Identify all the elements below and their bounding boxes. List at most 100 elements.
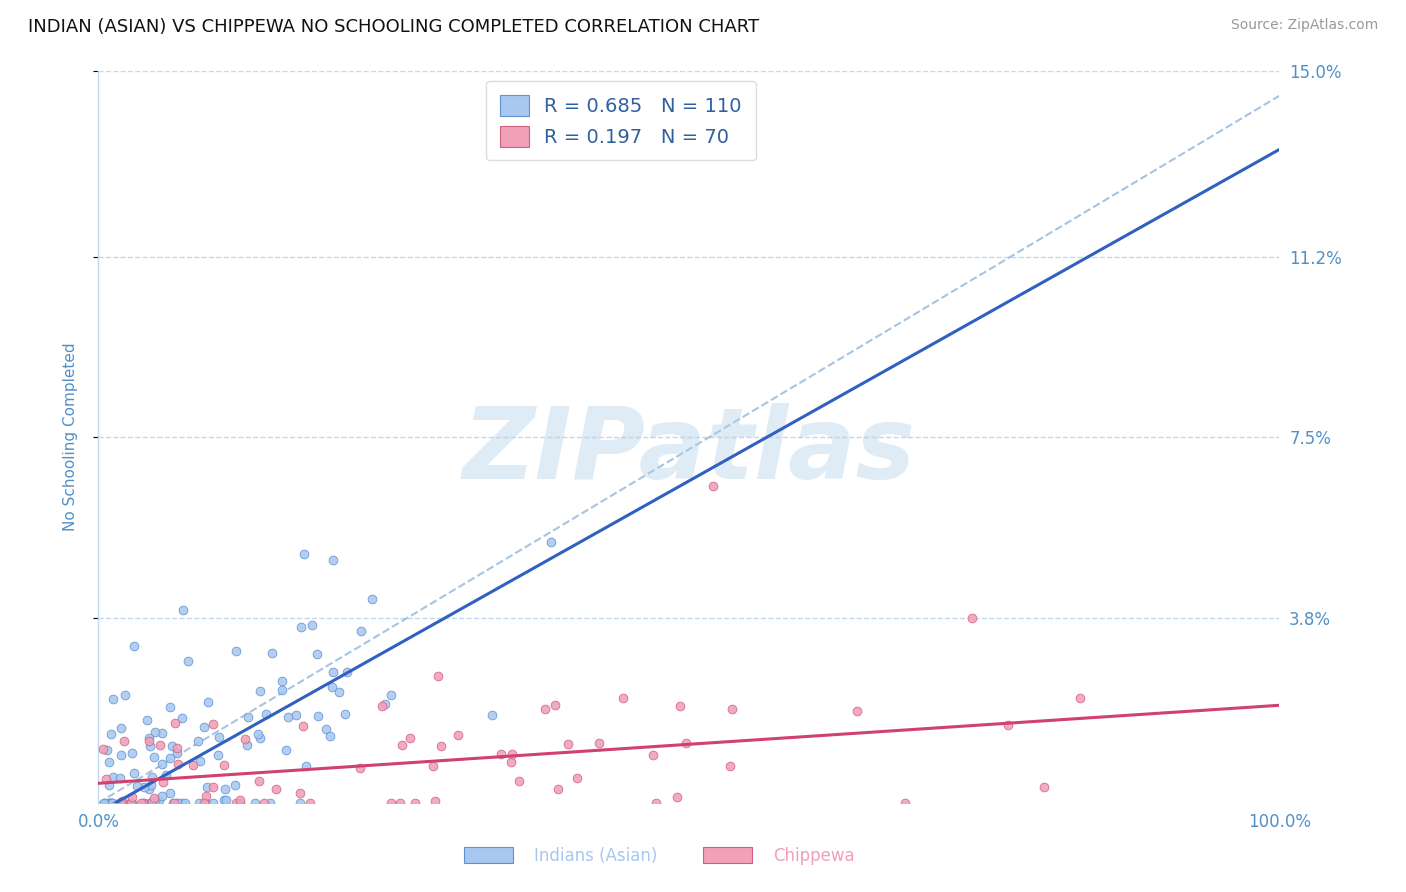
Point [997,718,1019,732]
Point [643,748,665,763]
Point [666,789,689,804]
Point [229,793,252,807]
Point [259,796,281,810]
Point [166,796,188,810]
Point [108,796,131,810]
Point [122,766,145,780]
Point [235,731,257,746]
Point [132,796,155,810]
Point [142,791,165,805]
Point [94,796,117,810]
Point [162,796,184,810]
Point [290,620,312,634]
Text: INDIAN (ASIAN) VS CHIPPEWA NO SCHOOLING COMPLETED CORRELATION CHART: INDIAN (ASIAN) VS CHIPPEWA NO SCHOOLING … [28,18,759,36]
Point [612,691,634,706]
Point [229,796,252,810]
Point [125,779,148,793]
Point [138,731,160,746]
Point [645,796,668,810]
Point [246,727,269,741]
Point [101,691,124,706]
Point [120,796,142,810]
Point [94,772,117,786]
Point [249,731,271,746]
Point [1032,780,1054,794]
Point [110,721,132,735]
Point [702,479,724,493]
Point [97,755,120,769]
Point [100,727,122,741]
Point [163,796,186,810]
Point [426,669,449,683]
Point [152,757,174,772]
Text: Indians (Asian): Indians (Asian) [534,847,658,865]
Point [380,796,402,810]
Point [188,754,211,768]
Point [252,796,274,810]
Point [547,782,569,797]
Point [172,711,194,725]
Point [249,683,271,698]
Point [501,747,523,762]
Legend: R = 0.685   N = 110, R = 0.197   N = 70: R = 0.685 N = 110, R = 0.197 N = 70 [486,81,755,161]
Point [97,778,120,792]
Point [399,731,422,745]
Point [540,535,562,549]
Point [193,720,215,734]
Point [404,796,426,810]
Point [166,747,188,761]
Point [132,796,155,810]
Point [129,796,152,810]
Point [142,749,165,764]
Point [333,706,356,721]
Text: Chippewa: Chippewa [773,847,855,865]
Point [212,793,235,807]
Point [322,665,344,680]
Point [197,695,219,709]
Point [318,729,340,743]
Point [159,699,181,714]
Point [110,796,132,810]
Point [112,733,135,747]
Point [374,697,396,711]
Point [292,547,315,561]
Point [114,688,136,702]
Point [149,739,172,753]
Point [391,738,413,752]
Point [423,794,446,808]
Point [336,665,359,680]
Point [349,624,371,638]
Point [294,758,316,772]
Point [894,796,917,810]
Point [534,702,557,716]
Point [361,592,384,607]
Point [176,654,198,668]
Point [160,739,183,753]
Point [134,780,156,795]
Point [214,782,236,797]
Point [225,796,247,810]
Point [121,790,143,805]
Point [96,743,118,757]
Point [429,739,451,753]
Text: ZIPatlas: ZIPatlas [463,403,915,500]
Point [389,796,412,810]
Point [202,796,225,810]
Point [143,796,166,810]
Point [136,713,159,727]
Point [100,796,122,810]
Point [962,610,984,624]
Point [138,782,160,797]
Point [98,796,121,810]
Point [187,734,209,748]
Point [152,775,174,789]
Point [121,796,143,810]
Point [159,786,181,800]
Point [121,746,143,760]
Point [238,709,260,723]
Point [254,707,277,722]
Point [101,770,124,784]
Point [1069,690,1091,705]
Point [422,758,444,772]
Point [284,708,307,723]
